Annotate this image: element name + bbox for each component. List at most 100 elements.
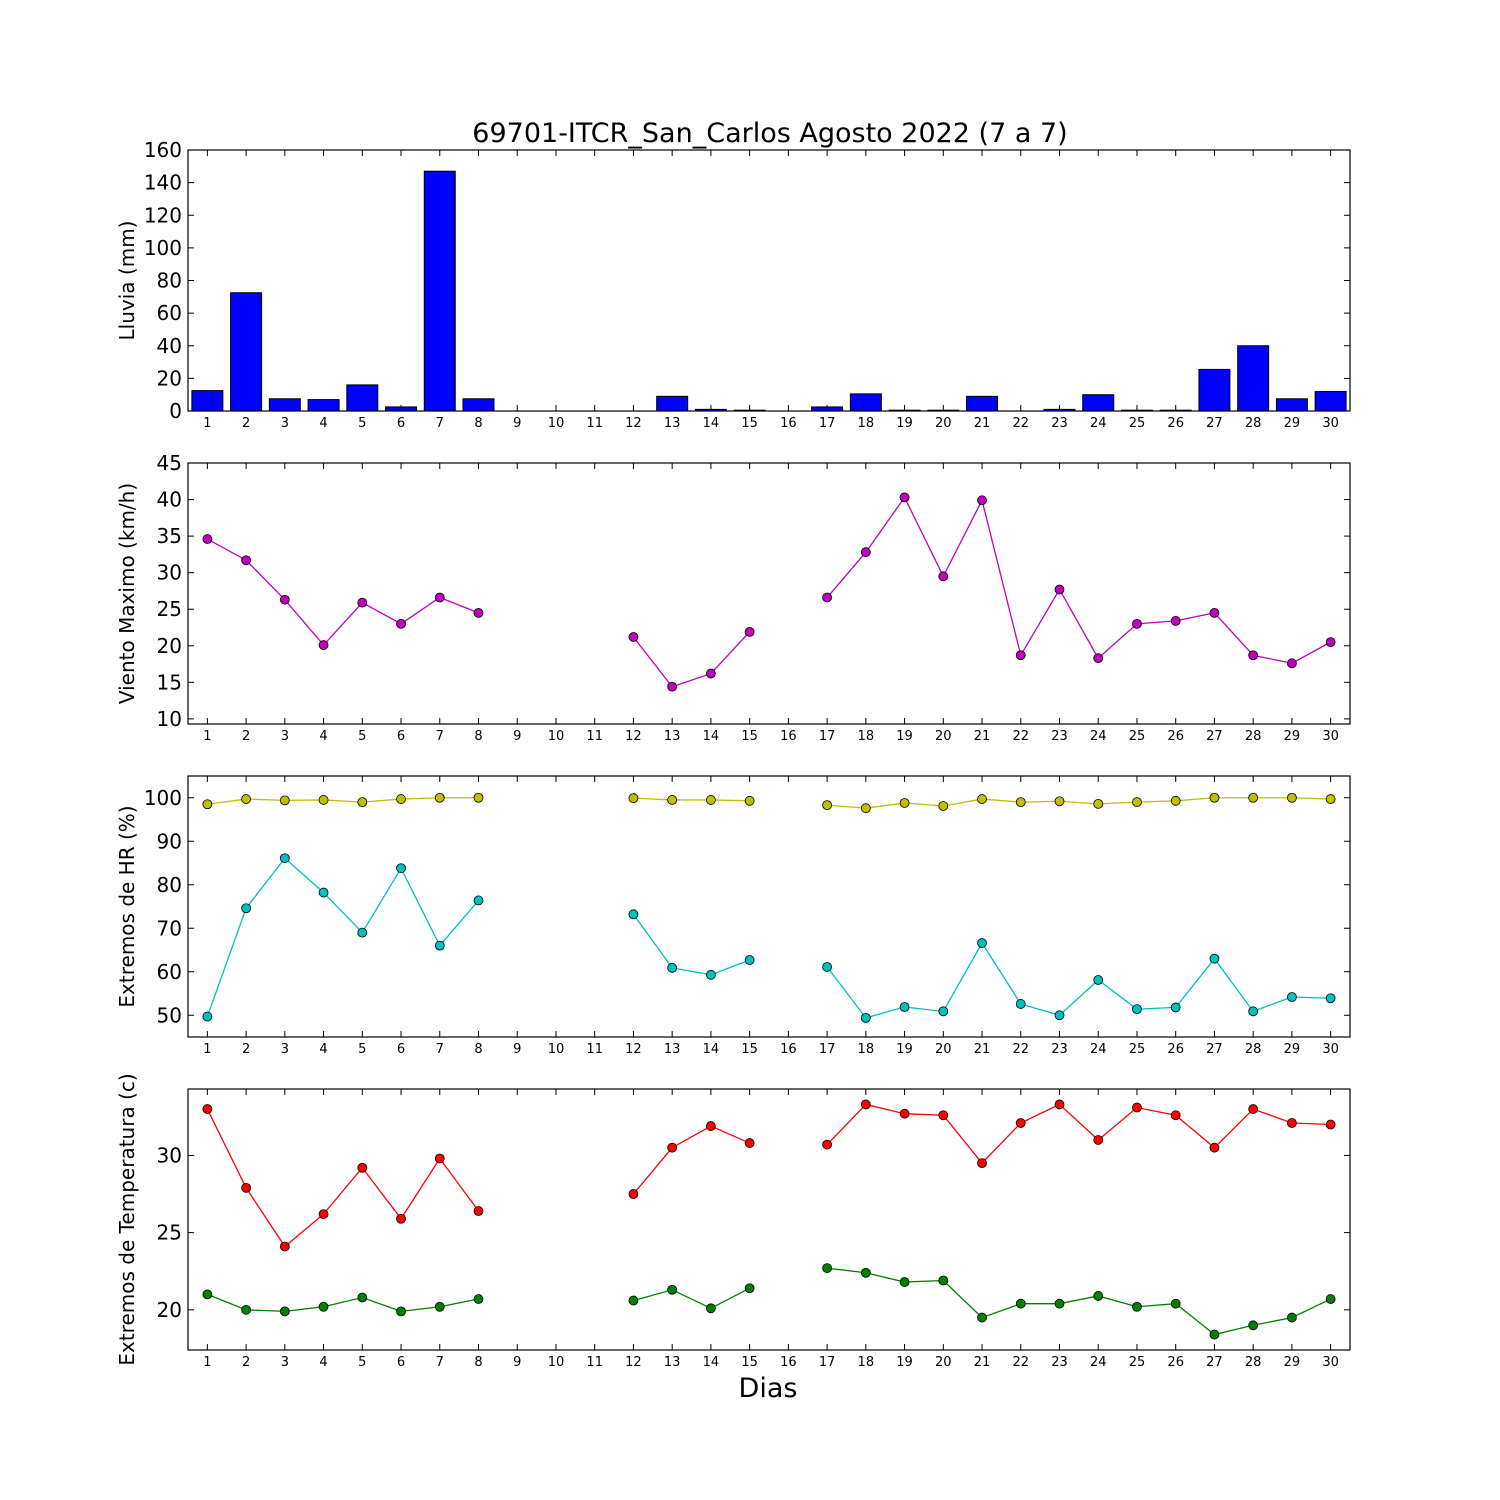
series-line [633, 1287, 750, 1310]
data-point [1093, 798, 1104, 809]
series-line [632, 913, 750, 976]
x-tick-label: 12 [625, 729, 642, 744]
x-tick-label: 4 [319, 1355, 327, 1370]
bar [385, 406, 418, 412]
data-point [860, 1012, 871, 1023]
series-line [207, 1293, 479, 1313]
x-tick-label: 8 [474, 1042, 482, 1057]
y-tick-label: 120 [144, 203, 182, 227]
data-point [822, 800, 832, 811]
data-point [1248, 1320, 1259, 1331]
series-line [826, 941, 1331, 1019]
data-point [318, 1209, 329, 1219]
x-tick-label: 15 [741, 416, 758, 431]
series-line [632, 631, 751, 688]
bar [230, 292, 263, 412]
data-point [1287, 658, 1297, 669]
y-tick-label: 160 [144, 138, 182, 162]
x-tick-label: 23 [1051, 1042, 1068, 1057]
data-point [1248, 650, 1259, 661]
data-point [1287, 1312, 1297, 1323]
x-tick-label: 3 [281, 729, 289, 744]
x-tick-label: 15 [741, 1355, 758, 1370]
data-point [241, 1182, 252, 1193]
x-tick-label: 8 [474, 416, 482, 431]
data-point [1287, 992, 1297, 1002]
data-point [318, 795, 329, 805]
x-tick-label: 21 [974, 1355, 991, 1370]
series-line [826, 496, 1331, 665]
series-1 [202, 792, 1336, 814]
y-tick-label: 35 [157, 524, 182, 548]
y-tick-label: 10 [157, 707, 182, 731]
x-tick-label: 27 [1206, 729, 1223, 744]
data-point [744, 626, 755, 637]
x-tick-label: 20 [935, 1355, 952, 1370]
bar [346, 384, 379, 412]
data-point [706, 1303, 716, 1314]
x-tick-label: 9 [513, 416, 521, 431]
x-tick-label: 2 [242, 1042, 250, 1057]
bar [1314, 390, 1347, 412]
data-point [1054, 1099, 1065, 1110]
data-point [899, 1002, 910, 1012]
data-point [1325, 1119, 1336, 1130]
y-tick-label: 50 [157, 1003, 182, 1027]
bar [733, 409, 766, 412]
data-point [977, 1312, 987, 1323]
x-tick-label: 11 [586, 1042, 603, 1057]
data-point [1015, 797, 1026, 807]
data-point [706, 795, 716, 805]
data-point [473, 792, 484, 803]
x-tick-label: 25 [1129, 729, 1146, 744]
data-point [1325, 637, 1336, 648]
x-tick-label: 29 [1284, 1042, 1301, 1057]
x-tick-label: 23 [1051, 416, 1068, 431]
data-point [938, 1110, 949, 1121]
data-point [822, 962, 832, 972]
data-point [667, 681, 678, 692]
x-tick-label: 30 [1322, 416, 1339, 431]
y-tick-label: 140 [144, 171, 182, 195]
x-tick-label: 9 [513, 729, 521, 744]
series-line [827, 797, 1331, 809]
data-point [1132, 618, 1142, 629]
x-tick-label: 19 [896, 1355, 913, 1370]
x-tick-label: 20 [935, 729, 952, 744]
data-point [1093, 653, 1104, 664]
x-tick-label: 14 [703, 416, 720, 431]
x-tick-label: 10 [548, 729, 565, 744]
data-point [279, 795, 290, 806]
data-point [357, 927, 368, 938]
data-point [241, 903, 252, 914]
data-point [1054, 1010, 1065, 1021]
data-point [628, 1295, 639, 1306]
x-tick-label: 13 [664, 1042, 681, 1057]
data-point [473, 895, 484, 906]
data-point [241, 1304, 252, 1315]
x-tick-label: 25 [1129, 416, 1146, 431]
x-tick-label: 16 [780, 416, 797, 431]
x-tick-label: 29 [1284, 729, 1301, 744]
series-1 [202, 1099, 1336, 1252]
x-tick-label: 10 [548, 1355, 565, 1370]
bar [888, 409, 921, 412]
x-tick-label: 9 [513, 1355, 521, 1370]
x-tick-label: 7 [436, 1355, 444, 1370]
y-tick-label: 80 [157, 269, 182, 293]
data-point [938, 1275, 949, 1286]
x-tick-label: 17 [819, 1042, 836, 1057]
figure-title: 69701-ITCR_San_Carlos Agosto 2022 (7 a 7… [472, 118, 1067, 149]
data-point [1248, 1006, 1259, 1017]
x-tick-label: 8 [474, 1355, 482, 1370]
x-tick-label: 7 [436, 1042, 444, 1057]
x-tick-label: 14 [703, 1355, 720, 1370]
data-point [202, 1011, 213, 1022]
data-point [318, 887, 329, 898]
data-point [1325, 993, 1336, 1004]
bar [268, 398, 301, 412]
x-axis-label: Dias [739, 1373, 798, 1404]
data-point [396, 1306, 406, 1317]
